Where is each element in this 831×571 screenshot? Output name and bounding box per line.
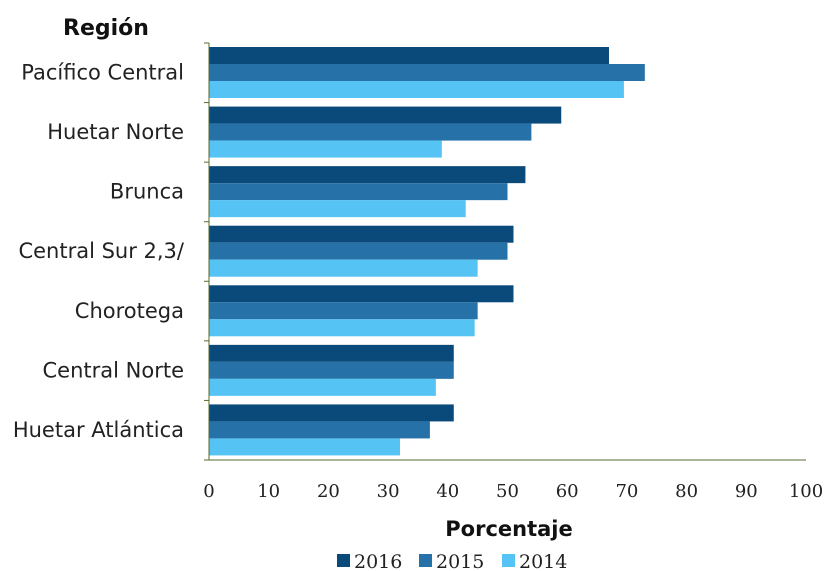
x-tick-label-1: 10 (257, 481, 280, 502)
bar-2016-1 (209, 106, 562, 124)
bar-2014-4 (209, 319, 475, 337)
bar-2015-2 (209, 183, 508, 201)
bar-2015-5 (209, 361, 454, 379)
x-tick-labels: 0 10 20 30 40 50 60 70 80 90 100 (203, 481, 823, 502)
bar-2016-3 (209, 225, 514, 243)
bar-2014-3 (209, 259, 478, 277)
category-labels: Pacífico Central Huetar Norte Brunca Centra… (13, 61, 185, 442)
x-tick-label-4: 40 (436, 481, 459, 502)
legend-swatch-2015 (419, 554, 432, 567)
legend-label-2014: 2014 (519, 551, 567, 571)
bar-2015-0 (209, 64, 645, 81)
category-label-3: Central Sur 2,3/ (18, 239, 184, 263)
legend-label-2015: 2015 (436, 551, 484, 571)
bar-2014-2 (209, 200, 466, 218)
x-tick-label-5: 50 (496, 481, 519, 502)
legend-swatch-2016 (337, 554, 350, 567)
bar-2015-4 (209, 302, 478, 320)
y-axis-title: Región (63, 16, 149, 41)
category-label-4: Chorotega (75, 299, 184, 323)
bar-2014-1 (209, 140, 442, 158)
legend: 2016 2015 2014 (337, 551, 567, 571)
x-tick-label-0: 0 (203, 481, 214, 502)
bar-2016-4 (209, 285, 514, 303)
bars-group (209, 47, 645, 456)
x-tick-label-10: 100 (789, 481, 823, 502)
category-label-0: Pacífico Central (21, 61, 184, 85)
category-label-2: Brunca (110, 180, 184, 204)
x-tick-label-8: 80 (675, 481, 698, 502)
bar-2014-0 (209, 81, 624, 98)
bar-2016-2 (209, 166, 526, 184)
x-tick-label-2: 20 (317, 481, 340, 502)
category-label-5: Central Norte (43, 358, 184, 382)
y-axis-ticks (204, 42, 209, 461)
bar-2015-1 (209, 123, 532, 141)
bar-2016-6 (209, 404, 454, 422)
legend-label-2016: 2016 (354, 551, 402, 571)
x-tick-label-9: 90 (735, 481, 758, 502)
category-label-1: Huetar Norte (47, 120, 184, 144)
bar-2016-5 (209, 344, 454, 362)
x-tick-label-7: 70 (615, 481, 638, 502)
category-label-6: Huetar Atlántica (13, 418, 184, 442)
legend-swatch-2014 (502, 554, 515, 567)
bar-2015-6 (209, 421, 430, 439)
bar-2016-0 (209, 47, 609, 64)
x-tick-label-6: 60 (556, 481, 579, 502)
x-tick-label-3: 30 (377, 481, 400, 502)
bar-2014-6 (209, 438, 401, 456)
x-axis-title: Porcentaje (445, 517, 572, 541)
bar-2015-3 (209, 242, 508, 260)
bar-2014-5 (209, 378, 436, 396)
